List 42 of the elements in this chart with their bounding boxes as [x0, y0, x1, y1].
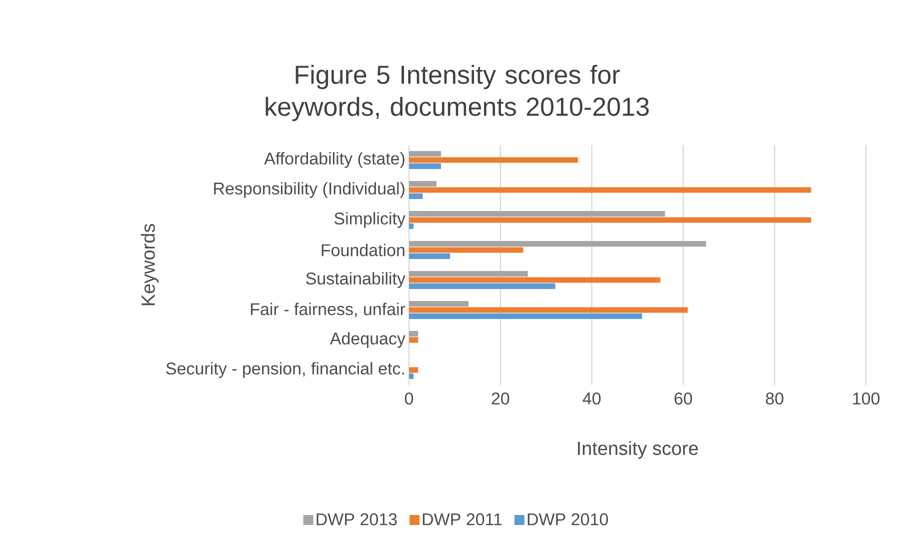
- x-tick-label: 100: [853, 392, 880, 405]
- x-axis-title: Intensity score: [578, 441, 698, 459]
- y-tick-label: Affordability (state): [264, 152, 404, 168]
- bar: [409, 307, 688, 313]
- bar: [409, 223, 414, 229]
- bar: [409, 187, 812, 193]
- bar: [409, 157, 578, 163]
- x-tick-label: 60: [674, 392, 692, 405]
- x-tick-label: 20: [492, 392, 510, 405]
- y-tick-label: Fair - fairness, unfair: [251, 302, 406, 318]
- legend-label: DWP 2011: [422, 513, 502, 526]
- chart-title: Figure 5 Intensity scores for keywords, documents 2010-2013: [266, 64, 649, 122]
- y-tick-label: Simplicity: [334, 212, 406, 228]
- bar: [409, 150, 441, 157]
- y-axis-title: Keywords: [140, 224, 159, 306]
- bar: [409, 337, 418, 343]
- legend-label: DWP 2010: [528, 513, 608, 526]
- bar: [409, 240, 706, 247]
- legend-label: DWP 2013: [316, 513, 397, 526]
- bar: [409, 313, 642, 319]
- bar: [409, 217, 812, 223]
- y-tick-label: Sustainability: [306, 272, 406, 288]
- bar: [409, 210, 665, 217]
- x-tick-label: 80: [766, 392, 784, 405]
- bar: [409, 180, 436, 187]
- bar: [409, 330, 418, 337]
- y-tick-label: Adequacy: [330, 332, 406, 348]
- bar: [409, 373, 414, 379]
- bar: [409, 277, 660, 283]
- bar: [409, 193, 423, 199]
- bar: [409, 367, 418, 373]
- y-tick-label: Foundation: [322, 244, 404, 256]
- bar: [409, 300, 468, 307]
- bar: [409, 253, 450, 259]
- bar: [409, 247, 524, 253]
- bar: [409, 270, 528, 277]
- bar: [409, 283, 556, 289]
- x-tick-label: 0: [404, 392, 414, 405]
- x-tick-label: 40: [582, 392, 601, 405]
- y-tick-label: Responsibility (Individual): [214, 182, 404, 198]
- y-tick-label: Security - pension, financial etc.: [166, 362, 404, 378]
- bar: [409, 163, 441, 169]
